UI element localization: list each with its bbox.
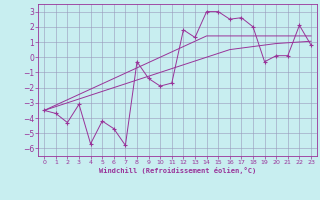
- X-axis label: Windchill (Refroidissement éolien,°C): Windchill (Refroidissement éolien,°C): [99, 167, 256, 174]
